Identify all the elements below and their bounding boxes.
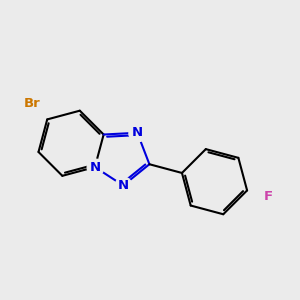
Text: F: F [264,190,273,202]
Text: Br: Br [23,98,40,110]
Text: N: N [89,160,100,174]
Text: N: N [132,126,143,139]
Text: N: N [118,179,129,192]
